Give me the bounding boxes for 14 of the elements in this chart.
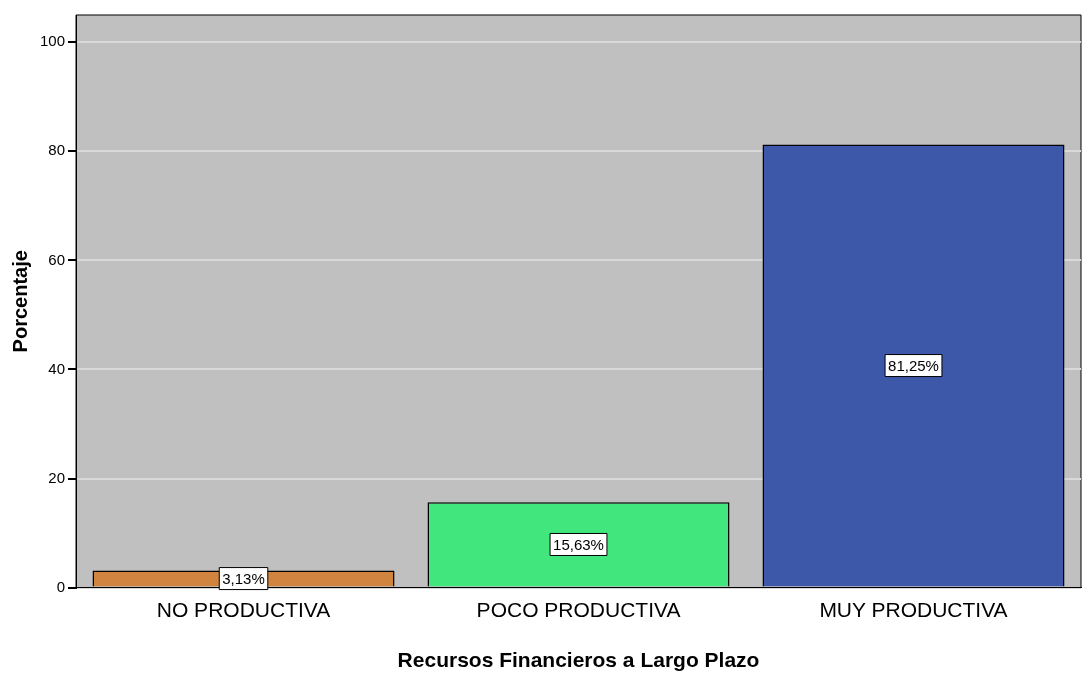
data-label: 81,25% — [888, 356, 939, 374]
y-tick-label: 40 — [48, 359, 66, 377]
y-tick-label: 20 — [48, 468, 66, 486]
y-tick-label: 0 — [56, 577, 66, 595]
x-axis-title: Recursos Financieros a Largo Plazo — [397, 648, 760, 672]
x-tick-label: NO PRODUCTIVA — [156, 598, 331, 621]
y-tick-label: 100 — [40, 32, 66, 50]
y-tick-label: 60 — [48, 250, 66, 268]
x-tick-label: MUY PRODUCTIVA — [819, 598, 1008, 621]
x-tick-label: POCO PRODUCTIVA — [476, 598, 681, 621]
y-axis-title: Porcentaje — [8, 250, 31, 353]
y-tick-label: 80 — [48, 141, 66, 159]
data-label: 3,13% — [222, 569, 265, 587]
data-label: 15,63% — [553, 535, 604, 553]
